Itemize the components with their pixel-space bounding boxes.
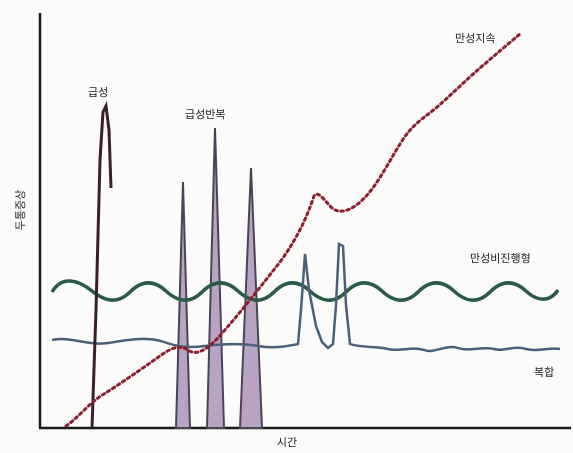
label-chronic-continuous: 만성지속 (455, 32, 495, 45)
chronic-nonprogressive-line (50, 279, 560, 302)
label-chronic-nonprogressive: 만성비진행형 (470, 252, 531, 265)
acute-recurrent-spike-1 (174, 181, 192, 429)
label-acute-recurrent: 급성반복 (185, 108, 225, 121)
label-acute: 급성 (88, 86, 108, 99)
acute-recurrent-spike-2 (205, 127, 226, 429)
chronic-continuous-line (64, 32, 522, 428)
mixed-line (51, 242, 561, 353)
acute-line (90, 100, 113, 429)
acute-recurrent-spikes (174, 127, 264, 429)
label-mixed: 복합 (534, 366, 554, 379)
x-axis-title: 시간 (277, 436, 297, 449)
y-axis-title: 두통증상 (14, 190, 27, 230)
